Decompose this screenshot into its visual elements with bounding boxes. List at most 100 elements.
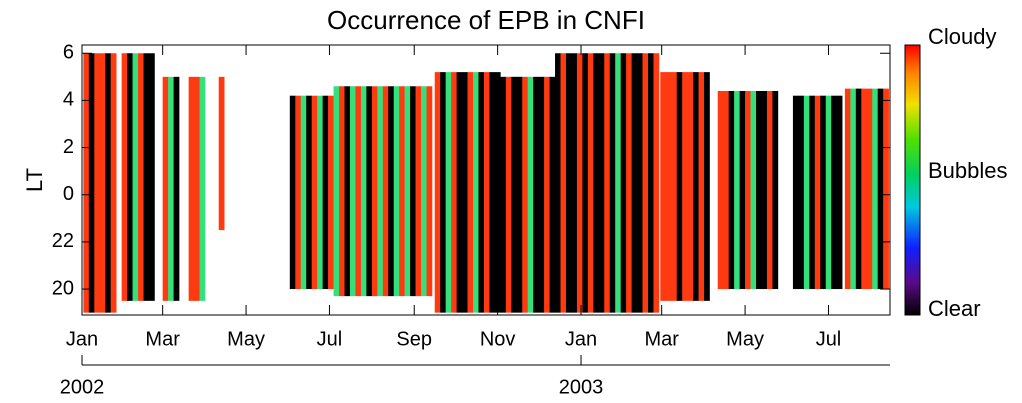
epb-stripe <box>194 76 200 301</box>
epb-stripe <box>505 76 512 313</box>
epb-stripe <box>289 95 296 290</box>
epb-stripe <box>883 88 889 290</box>
epb-stripe <box>576 53 583 313</box>
epb-stripe <box>467 72 474 313</box>
epb-stripe <box>110 53 117 313</box>
epb-stripe <box>872 88 878 290</box>
epb-stripe <box>631 53 638 313</box>
epb-stripe <box>317 95 323 290</box>
epb-stripe <box>620 53 627 313</box>
epb-stripe <box>723 90 729 290</box>
epb-stripe <box>218 76 225 231</box>
epb-stripe <box>682 72 688 301</box>
epb-stripe <box>844 88 851 290</box>
y-tick-label: 20 <box>52 277 74 299</box>
epb-stripe <box>626 53 632 313</box>
epb-stripe <box>434 72 441 313</box>
epb-stripe <box>642 53 649 313</box>
epb-stripe <box>94 53 101 313</box>
epb-stripe <box>366 86 373 297</box>
epb-stripe <box>756 90 762 290</box>
x-tick-label: Jul <box>317 328 343 350</box>
epb-stripe <box>604 53 611 313</box>
epb-stripe <box>538 76 545 313</box>
x-tick-label: Mar <box>145 328 180 350</box>
epb-stripe <box>615 53 621 313</box>
colorbar-label: Clear <box>928 296 981 321</box>
epb-stripe <box>560 53 567 313</box>
epb-stripe <box>745 90 751 290</box>
epb-stripe <box>693 72 699 301</box>
epb-stripe <box>798 95 805 290</box>
epb-stripe <box>344 86 351 297</box>
epb-stripe <box>148 53 155 301</box>
epb-stripe <box>660 72 667 301</box>
data-area <box>83 53 889 313</box>
epb-stripe <box>360 86 367 297</box>
epb-stripe <box>792 95 799 290</box>
epb-stripe <box>399 86 405 297</box>
epb-stripe <box>533 76 539 313</box>
epb-stripe <box>388 86 395 297</box>
epb-stripe <box>803 95 810 290</box>
year-label: 2002 <box>60 376 105 398</box>
epb-stripe <box>637 53 643 313</box>
epb-stripe <box>462 72 468 313</box>
epb-stripe <box>393 86 400 297</box>
epb-stripe <box>820 95 827 290</box>
epb-stripe <box>483 72 490 313</box>
epb-stripe <box>728 90 735 290</box>
epb-stripe <box>500 76 507 313</box>
epb-stripe <box>866 88 873 290</box>
epb-stripe <box>717 90 724 290</box>
epb-stripe <box>421 86 427 297</box>
epb-stripe <box>349 86 356 297</box>
epb-stripe <box>877 88 884 290</box>
epb-stripe <box>593 53 600 313</box>
epb-stripe <box>750 90 757 290</box>
epb-stripe <box>478 72 485 313</box>
year-label: 2003 <box>559 376 604 398</box>
epb-stripe <box>761 90 768 290</box>
y-tick-label: 0 <box>63 183 74 205</box>
y-tick-label: 6 <box>63 42 74 64</box>
epb-stripe <box>199 76 206 301</box>
epb-stripe <box>772 90 779 290</box>
epb-stripe <box>850 88 857 290</box>
epb-stripe <box>766 90 773 290</box>
epb-stripe <box>687 72 694 301</box>
epb-stripe <box>855 88 862 290</box>
epb-stripe <box>440 72 446 313</box>
epb-stripe <box>410 86 416 297</box>
epb-stripe <box>676 72 683 301</box>
epb-stripe <box>831 95 837 290</box>
epb-stripe <box>522 76 528 313</box>
epb-stripe <box>825 95 832 290</box>
epb-stripe <box>127 53 133 301</box>
epb-stripe <box>648 53 654 313</box>
epb-stripe <box>653 53 660 313</box>
epb-stripe <box>371 86 378 297</box>
epb-stripe <box>582 53 589 313</box>
epb-stripe <box>88 53 95 313</box>
y-tick-label: 2 <box>63 136 74 158</box>
y-tick-label: 22 <box>52 230 74 252</box>
epb-stripe <box>377 86 384 297</box>
epb-stripe <box>99 53 106 313</box>
epb-stripe <box>809 95 816 290</box>
epb-stripe <box>333 86 340 297</box>
epb-stripe <box>322 95 329 290</box>
x-tick-label: Sep <box>396 328 432 350</box>
epb-stripe <box>445 72 452 313</box>
epb-stripe <box>162 76 169 301</box>
colorbar-label: Bubbles <box>928 158 1008 183</box>
x-tick-label: Jan <box>66 328 98 350</box>
y-axis-label: LT <box>22 168 47 192</box>
x-tick-label: Jul <box>816 328 842 350</box>
epb-stripe <box>306 95 312 290</box>
epb-stripe <box>311 95 318 290</box>
epb-stripe <box>598 53 605 313</box>
epb-stripe <box>339 86 345 297</box>
epb-stripe <box>451 72 457 313</box>
